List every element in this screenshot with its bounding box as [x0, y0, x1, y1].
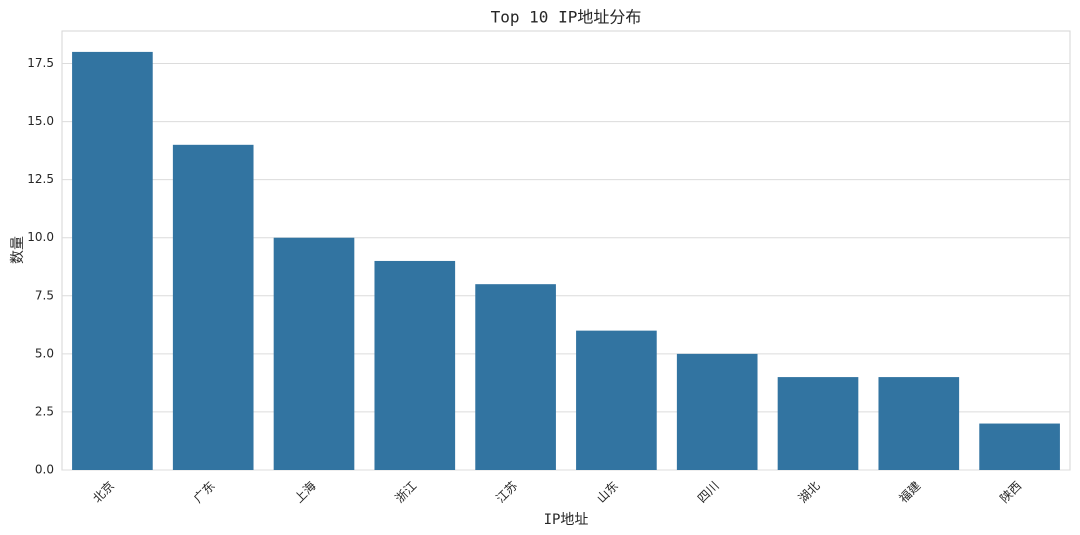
- bar: [777, 377, 859, 470]
- chart-title: Top 10 IP地址分布: [491, 8, 642, 27]
- y-tick-label: 2.5: [35, 404, 54, 418]
- bar: [576, 330, 657, 470]
- y-axis-label: 数量: [10, 236, 26, 264]
- x-tick-label: 山东: [594, 479, 621, 506]
- x-tick-label: 北京: [90, 479, 117, 506]
- x-tick-label: 江苏: [493, 479, 520, 506]
- x-tick-label: 湖北: [795, 478, 823, 506]
- bar: [172, 144, 254, 470]
- x-axis-label: IP地址: [544, 512, 589, 528]
- y-tick-label: 7.5: [35, 288, 54, 302]
- bar: [676, 353, 758, 470]
- y-tick-label: 12.5: [27, 172, 54, 186]
- bar: [979, 423, 1060, 470]
- x-tick-label: 陕西: [997, 478, 1025, 506]
- x-tick-label: 上海: [291, 478, 319, 506]
- y-tick-label: 0.0: [35, 463, 54, 477]
- x-tick-label: 浙江: [393, 479, 420, 506]
- bar: [878, 377, 960, 470]
- bar: [475, 284, 556, 470]
- x-tick-label: 福建: [896, 478, 924, 506]
- x-tick-label: 四川: [695, 479, 722, 506]
- x-tick-label: 广东: [191, 479, 218, 506]
- y-tick-label: 15.0: [27, 114, 54, 128]
- bar: [72, 51, 153, 471]
- y-tick-label: 10.0: [27, 230, 54, 244]
- y-tick-label: 17.5: [27, 56, 54, 70]
- bar: [273, 237, 355, 470]
- y-tick-label: 5.0: [35, 346, 54, 360]
- bar: [374, 260, 456, 470]
